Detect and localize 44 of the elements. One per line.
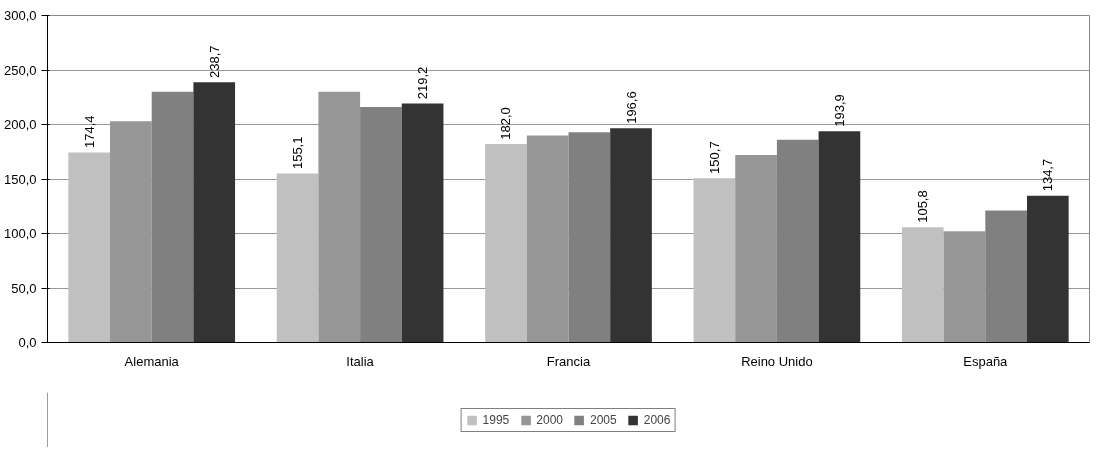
bar — [735, 155, 777, 343]
legend-label: 2000 — [536, 412, 563, 427]
bar — [1026, 195, 1069, 343]
x-tick-label: Francia — [546, 353, 591, 369]
x-tick-label: Reino Unido — [741, 353, 813, 369]
bar — [276, 173, 319, 343]
bar — [151, 91, 194, 343]
bar — [943, 231, 986, 343]
data-label: 155,1 — [290, 136, 306, 170]
bar — [776, 139, 819, 343]
legend-label: 2005 — [590, 412, 617, 427]
data-label: 182,0 — [498, 107, 514, 140]
bar — [401, 103, 444, 343]
legend-label: 1995 — [482, 412, 510, 427]
bar — [568, 132, 611, 343]
bar — [985, 210, 1027, 343]
y-tick-label: 200,0 — [3, 117, 37, 132]
x-tick-label: España — [963, 353, 1009, 369]
bar — [68, 152, 111, 343]
bar — [901, 227, 944, 343]
bar — [693, 178, 736, 343]
data-label: 193,9 — [831, 94, 847, 127]
bar — [485, 144, 527, 343]
data-label: 196,6 — [623, 91, 639, 124]
bar — [610, 128, 652, 343]
legend-label: 2006 — [643, 412, 671, 427]
y-tick-label: 0,0 — [18, 335, 37, 350]
y-tick-label: 150,0 — [3, 171, 37, 187]
y-tick-label: 50,0 — [11, 280, 37, 296]
data-label: 105,8 — [915, 190, 931, 223]
y-tick-label: 250,0 — [3, 62, 37, 78]
bar — [360, 107, 402, 343]
y-tick-label: 100,0 — [3, 226, 37, 241]
x-tick-label: Alemania — [124, 353, 180, 369]
bar — [526, 135, 569, 343]
bar — [818, 131, 861, 343]
x-tick-label: Italia — [346, 353, 375, 369]
bar — [193, 82, 236, 343]
data-label: 150,7 — [706, 141, 722, 174]
data-label: 238,7 — [206, 45, 222, 78]
data-label: 134,7 — [1040, 158, 1056, 192]
data-label: 219,2 — [415, 66, 431, 100]
y-tick-label: 300,0 — [3, 8, 37, 23]
data-label: 174,4 — [81, 115, 97, 149]
